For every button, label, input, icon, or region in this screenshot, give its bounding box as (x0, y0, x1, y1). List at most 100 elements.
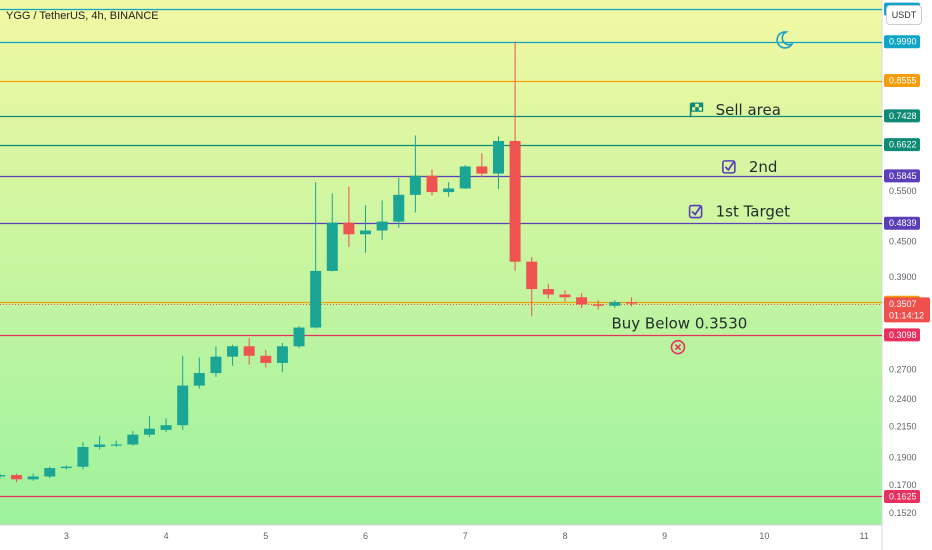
time-axis-ticks: 3 4 5 6 7 8 9 10 11 (64, 531, 869, 541)
candle-body (409, 175, 421, 195)
candle-17[interactable] (276, 342, 288, 373)
candle-24[interactable] (393, 177, 405, 228)
candle-3[interactable] (44, 466, 56, 478)
candle-body (44, 468, 56, 477)
candle-5[interactable] (77, 441, 89, 470)
candle-body (27, 476, 39, 480)
candle-15[interactable] (243, 337, 255, 365)
price-axis-background (882, 0, 932, 550)
checked-box-icon (722, 160, 736, 174)
candle-body (376, 221, 388, 231)
candle-body (492, 140, 504, 174)
candle-36[interactable] (592, 300, 604, 310)
candle-4[interactable] (60, 465, 72, 470)
candle-23[interactable] (376, 200, 388, 240)
price-tag-8-bg (884, 328, 920, 342)
candle-body (393, 194, 405, 222)
moon-icon[interactable] (776, 31, 795, 49)
candle-body (110, 444, 122, 446)
time-tick-label: 6 (363, 531, 368, 541)
price-tag-1: 0.9990 (884, 35, 920, 49)
candle-8[interactable] (127, 431, 139, 446)
price-tag-2-text: 0.8555 (889, 76, 917, 86)
price-tag-4-bg (884, 138, 920, 152)
x-circle-icon[interactable] (670, 339, 686, 355)
candle-18[interactable] (293, 325, 305, 348)
candle-26[interactable] (426, 169, 438, 196)
candle-27[interactable] (443, 182, 455, 197)
current-price-value: 0.3507 (889, 299, 917, 309)
candle-9[interactable] (143, 416, 155, 438)
candle-body (227, 346, 239, 357)
candle-body (542, 289, 554, 295)
candle-body (11, 475, 22, 480)
candle-6[interactable] (94, 435, 106, 450)
candle-31[interactable] (509, 41, 521, 271)
candle-22[interactable] (360, 205, 372, 253)
candle-10[interactable] (160, 418, 172, 433)
time-tick-label: 3 (64, 531, 69, 541)
annotation-2[interactable]: 1st Target (688, 203, 791, 221)
candle-body (509, 140, 521, 262)
candle-body (559, 294, 571, 298)
annotation-0[interactable]: Sell area (689, 101, 781, 119)
candle-body (326, 222, 338, 271)
currency-button[interactable]: USDT (886, 5, 922, 25)
candle-37[interactable] (609, 300, 621, 308)
price-tag-4-text: 0.6622 (889, 140, 917, 150)
candle-body (459, 166, 471, 189)
candle-body (343, 222, 355, 235)
price-tag-8: 0.3098 (884, 328, 920, 342)
candle-0[interactable] (0, 473, 6, 480)
candle-16[interactable] (260, 349, 272, 368)
candle-body (526, 261, 538, 290)
time-axis-background (0, 525, 882, 550)
candle-34[interactable] (559, 290, 571, 302)
price-tag-9-text: 0.1625 (889, 491, 917, 501)
candle-1[interactable] (11, 473, 22, 483)
candle-12[interactable] (193, 357, 205, 389)
candle-30[interactable] (492, 136, 504, 189)
candle-14[interactable] (227, 344, 239, 366)
price-tick-label: 0.1520 (889, 508, 917, 518)
annotation-3[interactable]: Buy Below 0.3530 (611, 314, 747, 332)
candle-body (143, 428, 155, 435)
price-tag-4: 0.6622 (884, 138, 920, 152)
candle-19[interactable] (310, 182, 322, 329)
price-tag-1-text: 0.9990 (889, 37, 917, 47)
candle-body (177, 385, 189, 426)
candle-33[interactable] (542, 283, 554, 299)
price-tick-label: 0.3900 (889, 272, 917, 282)
price-tag-9: 0.1625 (884, 489, 920, 503)
candle-28[interactable] (459, 165, 471, 189)
price-tag-2-bg (884, 74, 920, 88)
price-tag-3: 0.7428 (884, 109, 920, 123)
time-tick-label: 5 (263, 531, 268, 541)
time-tick-label: 4 (164, 531, 169, 541)
candle-21[interactable] (343, 186, 355, 248)
candle-7[interactable] (110, 440, 122, 447)
checked-box-icon (688, 204, 703, 219)
current-price-tag-bg (884, 297, 930, 323)
candle-38[interactable] (625, 297, 637, 307)
bar-countdown: 01:14:12 (889, 310, 924, 320)
price-tag-8-text: 0.3098 (889, 330, 917, 340)
candle-35[interactable] (576, 293, 588, 308)
candle-2[interactable] (27, 473, 39, 481)
annotation-1[interactable]: 2nd (722, 158, 778, 176)
candle-32[interactable] (526, 256, 538, 317)
candle-body (293, 327, 305, 347)
candle-25[interactable] (409, 135, 421, 213)
candle-body (94, 444, 106, 447)
candle-13[interactable] (210, 346, 222, 377)
candle-29[interactable] (476, 153, 488, 177)
candle-20[interactable] (326, 193, 338, 272)
price-axis-ticks: 0.5500 0.4500 0.3900 0.2700 0.2400 0.2150 0.19… (889, 186, 917, 518)
price-tag-5-text: 0.5845 (889, 171, 917, 181)
price-tick-label: 0.2150 (889, 421, 917, 431)
price-tag-6-text: 0.4839 (889, 218, 917, 228)
candle-body (260, 355, 272, 363)
candle-11[interactable] (177, 355, 189, 430)
time-tick-label: 8 (562, 531, 567, 541)
